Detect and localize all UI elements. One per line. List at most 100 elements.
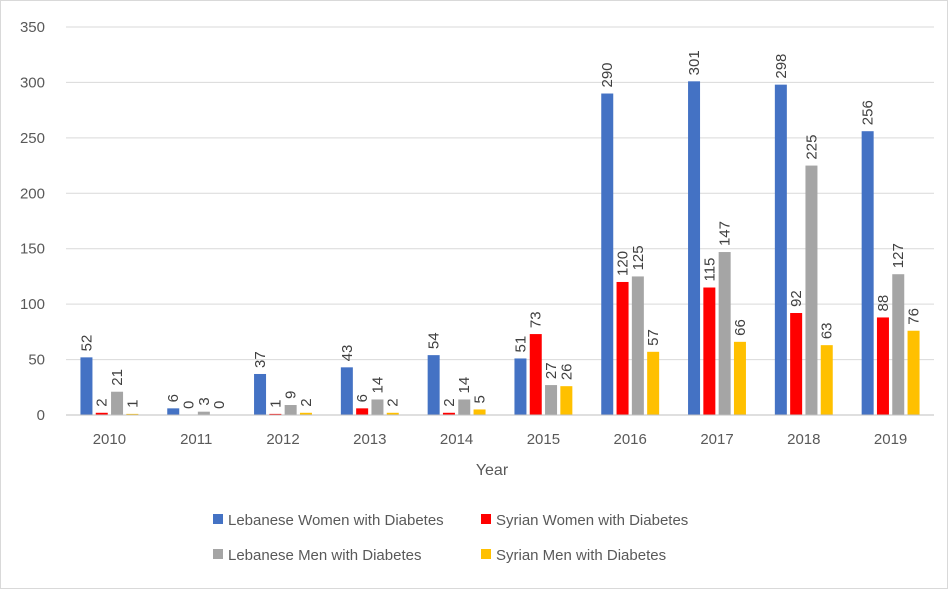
data-label: 66: [732, 319, 749, 336]
data-label: 43: [339, 345, 356, 362]
data-label: 290: [599, 62, 616, 87]
bar: [386, 412, 399, 415]
bar: [473, 409, 486, 415]
x-tick-label: 2013: [353, 431, 386, 448]
bar: [284, 405, 297, 415]
bar: [80, 357, 93, 415]
bar: [790, 313, 803, 415]
y-tick-label: 150: [20, 241, 45, 258]
legend-swatch: [481, 514, 491, 524]
bar: [688, 81, 701, 415]
bar: [371, 399, 384, 415]
legend-swatch: [481, 549, 491, 559]
bar: [95, 412, 108, 415]
y-axis-ticks: 0 50 100 150 200 250 300 350: [20, 19, 45, 424]
x-tick-label: 2016: [614, 431, 647, 448]
bar: [299, 412, 312, 415]
bar: [733, 341, 746, 415]
legend: Lebanese Women with Diabetes Syrian Women…: [213, 512, 688, 564]
x-tick-label: 2018: [787, 431, 820, 448]
bar: [254, 373, 267, 415]
legend-swatch: [213, 549, 223, 559]
data-label: 76: [906, 308, 923, 325]
y-tick-label: 0: [37, 407, 45, 424]
legend-label: Lebanese Men with Diabetes: [228, 547, 421, 564]
bar: [356, 408, 369, 415]
data-label: 1: [124, 400, 141, 408]
data-label: 2: [94, 398, 111, 406]
bar: [703, 287, 716, 415]
legend-swatch: [213, 514, 223, 524]
data-label: 88: [875, 295, 892, 312]
bar: [167, 408, 180, 415]
data-label: 147: [717, 221, 734, 246]
bar: [861, 131, 874, 415]
data-label: 63: [819, 322, 836, 339]
x-tick-label: 2011: [180, 431, 212, 448]
data-label: 2: [441, 398, 458, 406]
data-label: 54: [426, 332, 443, 349]
legend-label: Syrian Women with Diabetes: [496, 512, 688, 529]
data-label: 3: [196, 397, 213, 405]
x-tick-label: 2017: [700, 431, 733, 448]
data-label: 26: [558, 363, 575, 380]
data-label: 0: [181, 401, 198, 409]
data-label: 125: [630, 245, 647, 270]
bar: [442, 412, 455, 415]
bar: [560, 386, 573, 415]
bar: [647, 351, 660, 415]
y-tick-label: 250: [20, 130, 45, 147]
x-axis-ticks: 2010 2011 2012 2013 2014 2015 2016 2017 2018 2019: [93, 431, 908, 448]
bar: [458, 399, 471, 415]
x-tick-label: 2014: [440, 431, 473, 448]
x-tick-label: 2015: [527, 431, 560, 448]
data-label: 2: [298, 398, 315, 406]
data-label: 37: [252, 351, 269, 368]
data-label: 5: [472, 395, 489, 403]
x-axis-title: Year: [476, 462, 509, 479]
bar: [601, 93, 614, 415]
data-label: 115: [701, 258, 718, 282]
data-label: 0: [211, 401, 228, 409]
bar: [805, 165, 818, 415]
bar: [111, 391, 124, 415]
gridlines: [66, 26, 934, 361]
legend-label: Lebanese Women with Diabetes: [228, 512, 444, 529]
data-label: 14: [369, 377, 386, 394]
bar: [631, 276, 644, 415]
data-label: 21: [109, 369, 126, 386]
bar: [197, 411, 210, 415]
data-labels: 5222116030371924361425421455173272629012…: [78, 50, 922, 409]
data-label: 52: [78, 335, 95, 352]
data-label: 298: [773, 54, 790, 79]
bar: [907, 330, 920, 415]
legend-label: Syrian Men with Diabetes: [496, 547, 666, 564]
data-label: 1: [267, 400, 284, 408]
data-label: 301: [686, 50, 703, 75]
bar: [529, 334, 542, 415]
bar: [616, 281, 629, 415]
bar: [774, 84, 787, 415]
bar: [545, 385, 558, 415]
data-label: 14: [456, 377, 473, 394]
bar: [514, 358, 527, 415]
data-label: 73: [528, 311, 545, 328]
bar: [340, 367, 353, 415]
data-label: 6: [165, 394, 182, 402]
data-label: 256: [860, 100, 877, 125]
data-label: 225: [803, 135, 820, 160]
y-tick-label: 200: [20, 185, 45, 202]
data-label: 57: [645, 329, 662, 346]
x-tick-label: 2012: [266, 431, 299, 448]
bar: [427, 355, 440, 415]
bars: [80, 81, 920, 415]
y-tick-label: 350: [20, 19, 45, 36]
data-label: 27: [543, 362, 560, 379]
bar: [718, 252, 731, 415]
bar: [126, 413, 139, 415]
bar: [892, 274, 905, 415]
bar: [820, 345, 833, 415]
data-label: 6: [354, 394, 371, 402]
y-tick-label: 100: [20, 296, 45, 313]
